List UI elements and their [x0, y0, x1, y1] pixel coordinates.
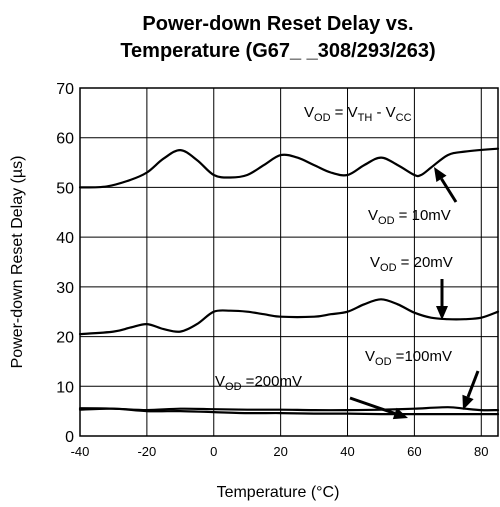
- x-tick-label: -20: [137, 444, 156, 459]
- x-tick-label: 40: [340, 444, 354, 459]
- y-tick-label: 20: [56, 330, 74, 347]
- series-line-20mv: [78, 298, 500, 336]
- series-label-100mv: VOD =100mV: [365, 348, 452, 368]
- formula-c: V: [386, 104, 396, 121]
- series-label-200mv: VOD =200mV: [215, 373, 302, 393]
- series-line-200mv: [78, 407, 500, 416]
- formula-a-sub: OD: [314, 112, 331, 124]
- formula-minus: -: [372, 104, 385, 121]
- series-label-200mv-main: V: [215, 373, 225, 390]
- arrow-10mv: [434, 167, 458, 203]
- series-line-100mv: [78, 406, 500, 412]
- y-tick-label: 50: [56, 180, 74, 197]
- y-tick-label: 70: [56, 81, 74, 98]
- series-label-20mv-main: V: [370, 254, 380, 271]
- plot-frame: [79, 87, 499, 437]
- formula-eq: =: [331, 104, 348, 121]
- formula-annotation: VOD = VTH - VCC: [304, 104, 412, 124]
- series-label-100mv-sub: OD: [375, 356, 392, 368]
- y-tick-label: 10: [56, 379, 74, 396]
- y-tick-label: 40: [56, 230, 74, 247]
- tick-labels: -40 -20 0 20 40 60 80 0 10 20 30 40 50 60 70: [56, 81, 488, 459]
- series-label-20mv-rest: = 20mV: [397, 254, 453, 271]
- chart-title-line2: Temperature (G67_ _308/293/263): [120, 40, 435, 62]
- formula-a: V: [304, 104, 314, 121]
- series-label-20mv-sub: OD: [380, 262, 397, 274]
- series-label-20mv: VOD = 20mV: [370, 254, 453, 274]
- chart-title-line1: Power-down Reset Delay vs.: [142, 13, 413, 35]
- series-label-200mv-sub: OD: [225, 381, 242, 393]
- formula-b-sub: TH: [358, 112, 373, 124]
- x-tick-label: 20: [273, 444, 287, 459]
- series-label-100mv-rest: =100mV: [392, 348, 452, 365]
- y-tick-label: 60: [56, 131, 74, 148]
- arrow-100mv: [462, 370, 480, 410]
- x-tick-label: 60: [407, 444, 421, 459]
- grid: [80, 88, 498, 436]
- series-label-10mv-main: V: [368, 207, 378, 224]
- x-tick-label: 0: [210, 444, 217, 459]
- y-axis-label: Power-down Reset Delay (µs): [9, 156, 26, 369]
- series-label-10mv: VOD = 10mV: [368, 207, 451, 227]
- annotation-arrows: [349, 167, 480, 420]
- series-label-10mv-sub: OD: [378, 215, 395, 227]
- arrow-20mv: [436, 279, 448, 320]
- y-tick-label: 30: [56, 280, 74, 297]
- series-lines: [78, 147, 500, 416]
- x-tick-label: 80: [474, 444, 488, 459]
- arrow-200mv: [349, 396, 408, 420]
- series-label-10mv-rest: = 10mV: [395, 207, 451, 224]
- x-tick-label: -40: [71, 444, 90, 459]
- formula-b: V: [348, 104, 358, 121]
- x-axis-label: Temperature (°C): [217, 484, 340, 501]
- y-tick-label: 0: [65, 429, 74, 446]
- series-line-10mv: [78, 147, 500, 189]
- series-label-200mv-rest: =200mV: [242, 373, 302, 390]
- series-label-100mv-main: V: [365, 348, 375, 365]
- formula-c-sub: CC: [396, 112, 412, 124]
